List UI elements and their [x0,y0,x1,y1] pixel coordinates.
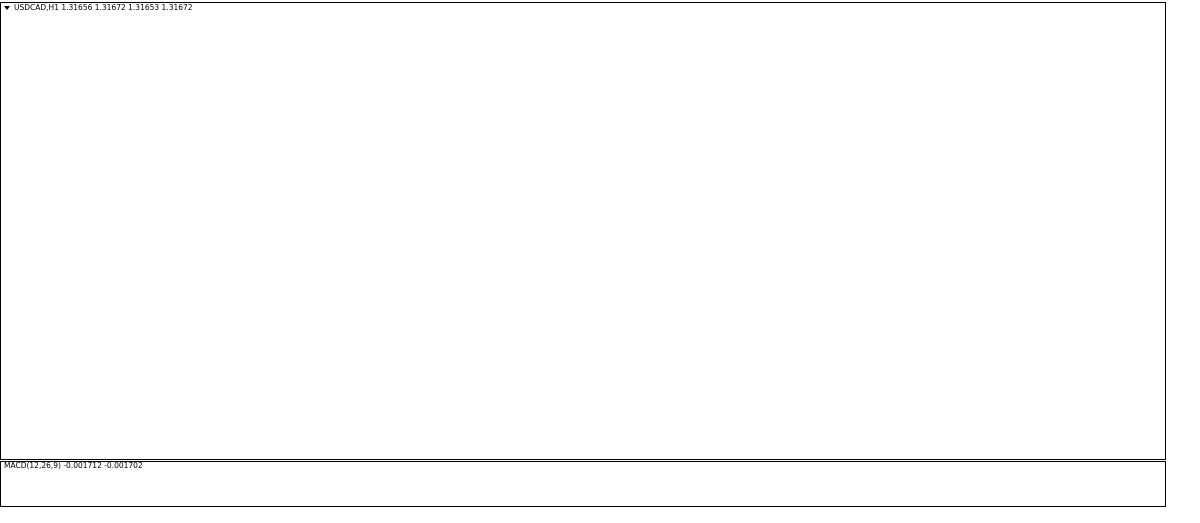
symbol-menu-icon [4,6,10,10]
main-pane-border [0,2,1166,460]
macd-pane-border [0,461,1166,507]
chart-title: USDCAD,H1 1.31656 1.31672 1.31653 1.3167… [14,3,193,12]
macd-title: MACD(12,26,9) -0.001712 -0.001702 [4,461,143,470]
